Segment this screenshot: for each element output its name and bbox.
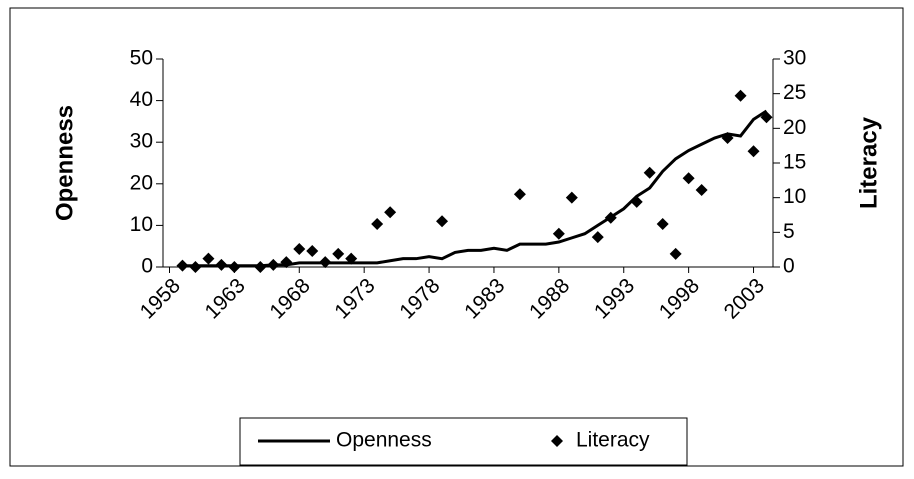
y2-tick-label: 15 — [783, 151, 806, 174]
legend-label: Literacy — [576, 429, 650, 452]
y-tick-label: 0 — [141, 255, 153, 278]
literacy-point — [306, 245, 319, 258]
literacy-point — [682, 172, 695, 185]
literacy-point — [202, 252, 215, 265]
literacy-point — [695, 184, 708, 197]
y2-tick-label: 5 — [783, 220, 795, 243]
legend-label: Openness — [336, 429, 432, 452]
literacy-point — [384, 206, 397, 219]
literacy-point — [293, 242, 306, 255]
y-tick-label: 30 — [130, 130, 153, 153]
literacy-point — [721, 132, 734, 145]
y2-tick-label: 0 — [783, 255, 795, 278]
literacy-point — [513, 188, 526, 201]
literacy-point — [656, 218, 669, 231]
literacy-point — [734, 89, 747, 102]
y-tick-label: 40 — [130, 88, 153, 111]
legend-swatch — [551, 435, 563, 447]
literacy-point — [669, 247, 682, 260]
y2-axis-title: Literacy — [855, 116, 882, 209]
literacy-point — [630, 195, 643, 208]
literacy-point — [345, 252, 358, 265]
y2-tick-label: 20 — [783, 116, 806, 139]
literacy-point — [332, 247, 345, 260]
literacy-point — [436, 215, 449, 228]
y-tick-label: 20 — [130, 171, 153, 194]
y2-tick-label: 30 — [783, 47, 806, 70]
literacy-point — [254, 261, 267, 273]
y2-tick-label: 25 — [783, 81, 806, 104]
literacy-point — [215, 258, 228, 271]
openness-line — [182, 109, 768, 268]
literacy-point — [176, 259, 189, 272]
literacy-point — [565, 191, 578, 204]
y-axis-title: Openness — [51, 105, 78, 221]
literacy-point — [189, 261, 202, 273]
literacy-point — [747, 145, 760, 158]
literacy-point — [591, 231, 604, 244]
literacy-point — [604, 211, 617, 224]
y2-tick-label: 10 — [783, 185, 806, 208]
literacy-point — [280, 256, 293, 269]
literacy-point — [760, 111, 773, 124]
literacy-point — [643, 166, 656, 179]
literacy-point — [371, 218, 384, 231]
literacy-point — [228, 261, 241, 273]
y-tick-label: 50 — [130, 47, 153, 70]
chart-frame — [9, 7, 904, 467]
literacy-point — [552, 227, 565, 240]
literacy-point — [267, 258, 280, 271]
y-tick-label: 10 — [130, 213, 153, 236]
literacy-point — [319, 256, 332, 269]
